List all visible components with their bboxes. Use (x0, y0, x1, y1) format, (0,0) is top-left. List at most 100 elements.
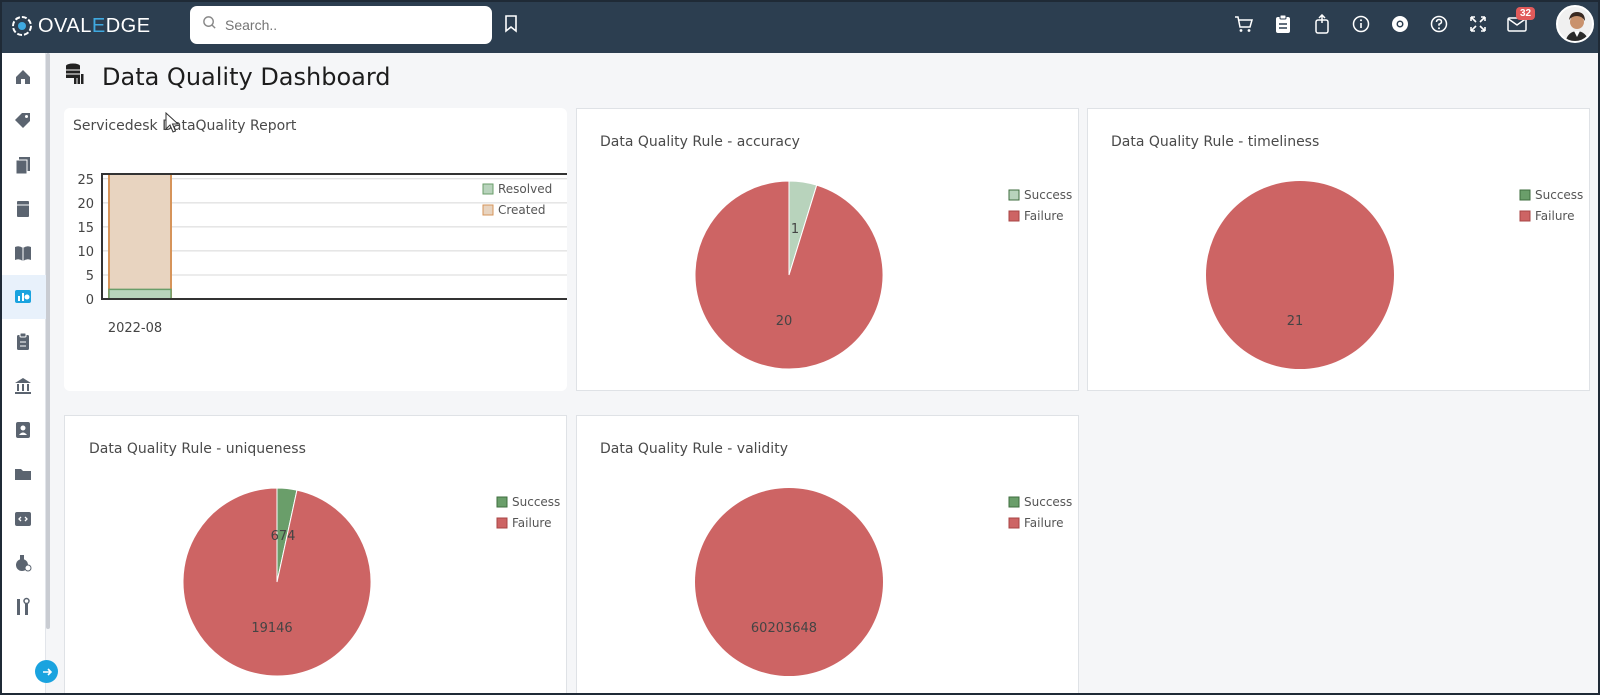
cart-icon[interactable] (1233, 13, 1255, 35)
pie-slice-failure[interactable] (182, 487, 372, 677)
card-title: Data Quality Rule - timeliness (1111, 134, 1320, 150)
page-title: Data Quality Dashboard (102, 62, 391, 91)
flask-icon (16, 555, 32, 572)
uniqueness-pie-chart: 674 19146 Success Failure (182, 487, 560, 677)
validity-pie-chart: 60203648 Success Failure (695, 488, 1072, 676)
pie-value-label: 19146 (251, 621, 292, 636)
fullscreen-icon[interactable] (1467, 13, 1489, 35)
y-tick-label: 15 (77, 221, 94, 236)
bank-icon (15, 378, 31, 394)
card-title: Data Quality Rule - uniqueness (89, 441, 306, 457)
tools-icon (17, 597, 30, 615)
legend-label[interactable]: Failure (1024, 209, 1063, 223)
code-icon (15, 512, 31, 526)
legend-swatch (1008, 496, 1020, 508)
legend-label[interactable]: Success (512, 495, 560, 509)
documents-icon (15, 157, 30, 175)
legend-swatch (482, 183, 494, 195)
mail-icon[interactable]: 32 (1506, 7, 1536, 35)
dashboard-icon (15, 290, 31, 303)
legend-swatch (1519, 210, 1531, 222)
legend-label[interactable]: Failure (512, 516, 551, 530)
search-icon (202, 15, 217, 35)
home-icon (16, 70, 30, 84)
legend-label[interactable]: Success (1024, 495, 1072, 509)
top-bar: OVALEDGE 32 (0, 0, 1600, 53)
x-tick-label: 2022-08 (108, 321, 162, 336)
contacts-icon (16, 422, 30, 438)
timeliness-pie-chart: 21 Success Failure (1206, 181, 1583, 369)
pie-slice-failure[interactable] (1206, 181, 1394, 369)
sidebar-item-bank[interactable] (0, 364, 46, 408)
bar-created[interactable] (108, 173, 172, 300)
bar-resolved[interactable] (108, 288, 172, 300)
sidebar-item-tools[interactable] (0, 585, 46, 629)
request-icon[interactable] (1311, 13, 1333, 35)
y-tick-label: 5 (86, 269, 94, 284)
card-title: Data Quality Rule - accuracy (600, 134, 800, 150)
y-tick-label: 0 (86, 293, 94, 308)
legend-label[interactable]: Success (1024, 188, 1072, 202)
timeliness-rule-card: Data Quality Rule - timeliness 21 Success… (1087, 108, 1590, 391)
pie-slice-failure[interactable] (694, 180, 884, 370)
folder-icon (15, 469, 31, 480)
sidebar-item-folder[interactable] (0, 452, 46, 496)
info-icon[interactable] (1350, 13, 1372, 35)
bookmark-icon[interactable] (504, 15, 520, 35)
y-tick-label: 20 (77, 197, 94, 212)
help-icon[interactable] (1428, 13, 1450, 35)
legend-label[interactable]: Created (498, 203, 546, 217)
pie-slice-failure[interactable] (695, 488, 883, 676)
card-title: Data Quality Rule - validity (600, 441, 788, 457)
page-header: Data Quality Dashboard (64, 62, 391, 91)
sidebar-item-book[interactable] (0, 187, 46, 231)
legend-label[interactable]: Resolved (498, 182, 552, 196)
tasks-icon[interactable] (1272, 13, 1294, 35)
mouse-cursor-icon (165, 112, 180, 133)
notification-badge: 32 (1516, 7, 1536, 20)
pie-value-label: 674 (271, 529, 296, 544)
library-icon (15, 246, 31, 261)
pie-value-label: 21 (1287, 314, 1304, 329)
accuracy-pie-chart: 1 20 Success Failure (694, 180, 1072, 370)
pie-value-label: 60203648 (751, 621, 817, 636)
legend-label[interactable]: Failure (1024, 516, 1063, 530)
legend-swatch (1008, 210, 1020, 222)
book-icon (17, 201, 29, 217)
uniqueness-rule-card: Data Quality Rule - uniqueness 674 19146 S… (64, 415, 567, 695)
logo-icon (10, 14, 34, 38)
y-tick-label: 25 (77, 173, 94, 188)
legend-label[interactable]: Failure (1535, 209, 1574, 223)
data-quality-icon (64, 62, 84, 91)
user-avatar[interactable] (1556, 5, 1594, 43)
validity-rule-card: Data Quality Rule - validity 60203648 Suc… (576, 415, 1079, 695)
chrome-icon[interactable] (1389, 13, 1411, 35)
sidebar-item-library[interactable] (0, 231, 46, 275)
app-logo[interactable]: OVALEDGE (10, 12, 151, 40)
legend-label[interactable]: Success (1535, 188, 1583, 202)
sidebar-item-clipboard[interactable] (0, 320, 46, 364)
plot-area (101, 173, 567, 300)
search-input[interactable] (225, 17, 465, 33)
legend-swatch (1008, 189, 1020, 201)
sidebar-item-dashboard[interactable] (0, 275, 46, 319)
legend-swatch (496, 496, 508, 508)
sidebar-item-tag[interactable] (0, 99, 46, 143)
accuracy-rule-card: Data Quality Rule - accuracy 1 20 Success F… (576, 108, 1079, 391)
servicedesk-report-card: Servicedesk DataQuality Report 0 5 10 15 20 2… (64, 108, 567, 391)
pie-value-label: 20 (776, 314, 793, 329)
sidebar-item-contacts[interactable] (0, 408, 46, 452)
sidebar-scrollbar[interactable] (46, 53, 50, 629)
card-title: Servicedesk DataQuality Report (73, 118, 297, 134)
y-tick-label: 10 (77, 245, 94, 260)
sidebar-item-code[interactable] (0, 497, 46, 541)
expand-sidebar-button[interactable] (35, 660, 58, 683)
sidebar-item-documents[interactable] (0, 143, 46, 187)
sidebar-item-home[interactable] (0, 55, 46, 99)
clipboard-icon (17, 332, 29, 350)
sidebar-item-flask[interactable] (0, 541, 46, 585)
logo-text: OVALEDGE (38, 14, 151, 37)
servicedesk-bar-chart: 0 5 10 15 20 25 2022-08 Resolved Created (77, 173, 567, 336)
legend-swatch (482, 204, 494, 216)
search-box[interactable] (190, 6, 492, 44)
